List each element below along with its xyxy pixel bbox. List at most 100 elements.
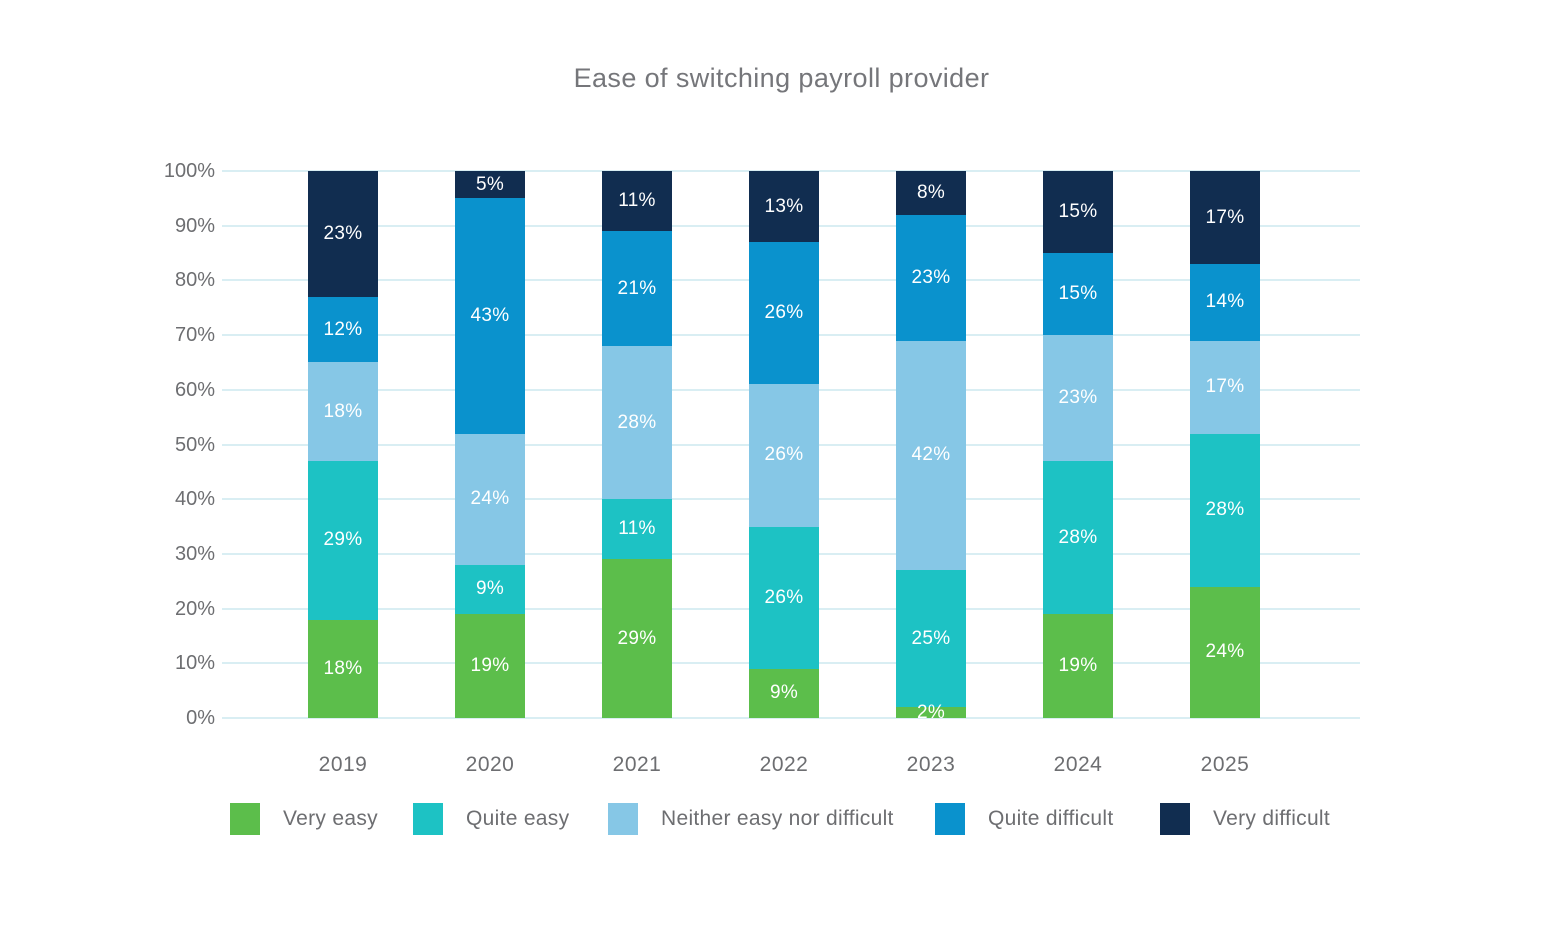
bar-segment: 28% xyxy=(1190,433,1260,587)
legend-swatch-icon xyxy=(608,803,638,835)
bar-segment: 9% xyxy=(455,564,525,615)
bar-segment: 15% xyxy=(1043,253,1113,336)
bar-segment: 24% xyxy=(1190,586,1260,718)
legend-swatch-icon xyxy=(1160,803,1190,835)
legend-swatch-icon xyxy=(230,803,260,835)
bar-segment-label: 14% xyxy=(1205,291,1245,313)
gridline xyxy=(222,717,1360,719)
bar-segment-label: 17% xyxy=(1205,206,1245,228)
bar-segment-label: 5% xyxy=(475,173,505,195)
bar-segment: 29% xyxy=(308,460,378,620)
bar-segment-label: 42% xyxy=(911,444,951,466)
bar-segment-label: 19% xyxy=(1058,655,1098,677)
bar-segment: 23% xyxy=(896,214,966,341)
bar-segment: 19% xyxy=(1043,614,1113,718)
x-tick-label: 2022 xyxy=(759,753,809,776)
bar-segment-label: 24% xyxy=(470,488,510,510)
bar-segment: 11% xyxy=(602,499,672,560)
bar-column-2022: 9% 26% 26% 26% 13% xyxy=(749,171,819,718)
bar-segment: 9% xyxy=(749,668,819,718)
bar-column-2020: 19% 9% 24% 43% 5% xyxy=(455,171,525,718)
y-tick-label: 40% xyxy=(174,488,215,511)
bar-segment: 17% xyxy=(1190,171,1260,265)
y-tick-label: 60% xyxy=(174,378,215,401)
bar-segment-label: 23% xyxy=(323,222,363,244)
bar-segment-label: 17% xyxy=(1205,376,1245,398)
bar-segment-label: 29% xyxy=(323,529,363,551)
bar-segment: 21% xyxy=(602,231,672,347)
bar-segment-label: 23% xyxy=(1058,387,1098,409)
y-tick-label: 20% xyxy=(174,597,215,620)
gridline xyxy=(222,170,1360,172)
legend-swatch-icon xyxy=(935,803,965,835)
y-tick-label: 10% xyxy=(174,652,215,675)
bar-segment-label: 21% xyxy=(617,277,657,299)
bar-segment: 26% xyxy=(749,242,819,385)
x-tick-label: 2020 xyxy=(465,753,515,776)
bar-segment-label: 26% xyxy=(764,444,804,466)
bar-segment: 28% xyxy=(1043,460,1113,615)
bar-segment: 12% xyxy=(308,296,378,363)
bar-segment-label: 19% xyxy=(470,655,510,677)
bar-segment: 28% xyxy=(602,346,672,500)
plot-area: 18% 29% 18% 12% 23% 19% 9% 24% 43% 5% 29% 11% 28% 21%… xyxy=(222,170,1360,723)
bar-segment-label: 26% xyxy=(764,302,804,324)
bar-segment-label: 11% xyxy=(618,190,656,212)
bar-segment: 26% xyxy=(749,384,819,527)
bar-segment: 15% xyxy=(1043,171,1113,254)
legend-label: Quite difficult xyxy=(988,807,1114,830)
bar-column-2019: 18% 29% 18% 12% 23% xyxy=(308,171,378,718)
bar-segment-label: 8% xyxy=(916,181,946,203)
y-tick-label: 100% xyxy=(163,160,215,182)
legend-label: Very difficult xyxy=(1213,807,1331,830)
bar-segment: 2% xyxy=(896,702,966,723)
bar-segment-label: 24% xyxy=(1205,641,1245,663)
bar-segment-label: 43% xyxy=(470,304,510,326)
bar-segment-label: 12% xyxy=(323,318,363,340)
bar-segment-label: 15% xyxy=(1058,201,1098,223)
bar-segment-label: 28% xyxy=(617,411,657,433)
bar-segment-label: 13% xyxy=(764,195,804,217)
bar-segment-label: 29% xyxy=(617,627,657,649)
bar-segment-label: 11% xyxy=(618,518,656,540)
bar-segment: 29% xyxy=(602,559,672,718)
bar-segment: 5% xyxy=(455,171,525,199)
bar-segment-label: 28% xyxy=(1205,499,1245,521)
bar-segment: 25% xyxy=(896,570,966,708)
bar-segment: 13% xyxy=(749,171,819,243)
bar-segment-label: 25% xyxy=(911,627,951,649)
bar-segment: 18% xyxy=(308,619,378,718)
x-tick-label: 2021 xyxy=(612,753,662,776)
bar-segment: 23% xyxy=(308,171,378,297)
bar-segment-label: 26% xyxy=(764,586,804,608)
bar-column-2025: 24% 28% 17% 14% 17% xyxy=(1190,171,1260,718)
bar-segment-label: 18% xyxy=(323,657,363,679)
bar-segment: 19% xyxy=(455,614,525,718)
x-tick-label: 2023 xyxy=(906,753,956,776)
y-tick-label: 50% xyxy=(174,433,215,456)
y-tick-label: 30% xyxy=(174,542,215,565)
y-tick-label: 80% xyxy=(174,269,215,292)
bar-segment: 23% xyxy=(1043,335,1113,461)
legend-swatch-icon xyxy=(413,803,443,835)
bar-segment-label: 18% xyxy=(323,400,363,422)
legend-label: Very easy xyxy=(283,807,378,830)
bar-column-2023: 2% 25% 42% 23% 8% xyxy=(896,171,966,723)
bar-segment-label: 9% xyxy=(769,682,799,704)
x-tick-label: 2019 xyxy=(318,753,368,776)
bar-segment: 42% xyxy=(896,340,966,571)
bar-segment-label: 23% xyxy=(911,266,951,288)
bar-segment-label: 9% xyxy=(475,578,505,600)
chart-title: Ease of switching payroll provider xyxy=(573,63,990,93)
bar-column-2024: 19% 28% 23% 15% 15% xyxy=(1043,171,1113,718)
bar-segment-label: 2% xyxy=(916,701,946,723)
legend-label: Neither easy nor difficult xyxy=(661,807,894,830)
y-tick-label: 90% xyxy=(174,214,215,237)
y-tick-label: 70% xyxy=(174,324,215,347)
bar-segment-label: 28% xyxy=(1058,526,1098,548)
bar-segment: 26% xyxy=(749,526,819,669)
bar-segment: 8% xyxy=(896,171,966,215)
y-tick-label: 0% xyxy=(186,707,215,729)
bar-segment: 24% xyxy=(455,433,525,565)
